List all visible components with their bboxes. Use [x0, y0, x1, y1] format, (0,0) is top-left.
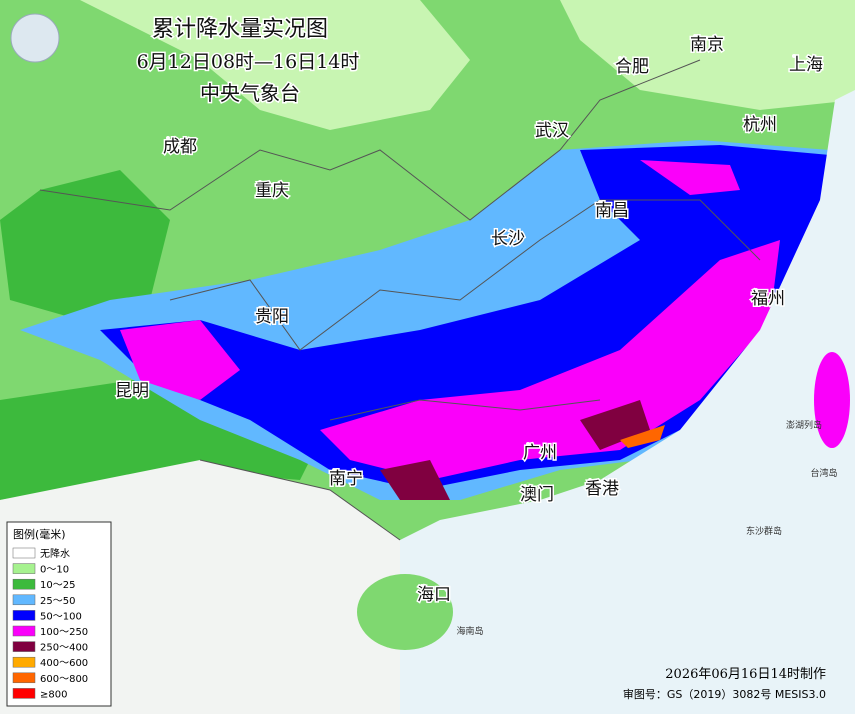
- subtitle: 6月12日08时—16日14时: [137, 51, 360, 73]
- city-dot: [258, 180, 262, 184]
- logo: [10, 13, 60, 63]
- city-label: 上海: [789, 55, 823, 75]
- place-label: 台湾岛: [810, 467, 837, 479]
- city-label: 武汉: [535, 121, 569, 141]
- city-label: 成都: [163, 137, 197, 157]
- legend-label: 50～100: [40, 611, 82, 622]
- rain-100-250: [640, 160, 740, 195]
- city-label: 杭州: [743, 115, 777, 135]
- legend-label: ≥800: [40, 689, 67, 700]
- city-label: 南宁: [329, 469, 363, 489]
- city-label: 澳门: [520, 485, 554, 505]
- legend-swatch: [12, 563, 36, 574]
- legend-label: 0～10: [40, 565, 69, 576]
- legend-label: 无降水: [40, 547, 70, 560]
- legend-label: 10～25: [40, 580, 75, 591]
- city-dot: [166, 136, 170, 140]
- city-dot: [746, 114, 750, 118]
- legend-swatch: [12, 656, 36, 668]
- legend-swatch: [12, 594, 36, 606]
- light-rain-area: [560, 0, 855, 110]
- city-dot: [618, 56, 622, 60]
- rain-100-250: [120, 320, 240, 400]
- city-dot: [118, 380, 122, 384]
- city-label: 长沙: [491, 229, 525, 249]
- rain-250-400: [580, 400, 650, 450]
- place-label: 海南岛: [456, 625, 483, 637]
- city-dot: [494, 228, 498, 232]
- city-dot: [693, 34, 697, 38]
- city-label: 重庆: [255, 181, 289, 201]
- legend-swatch: [12, 641, 36, 652]
- rain-600-800: [620, 425, 665, 448]
- taiwan: [814, 352, 850, 448]
- city-dot: [420, 584, 424, 588]
- approval-number: 审图号：GS（2019）3082号 MESIS3.0: [623, 687, 826, 701]
- legend-title: 图例(毫米): [13, 527, 66, 541]
- city-dot: [588, 478, 592, 482]
- rain-100-250: [320, 240, 780, 480]
- legend-label: 250～400: [40, 643, 88, 654]
- legend-swatch: [12, 547, 36, 559]
- place-label: 澎湖列岛: [786, 419, 822, 431]
- city-dot: [792, 54, 796, 58]
- city-label: 南昌: [595, 201, 629, 221]
- title: 累计降水量实况图: [152, 17, 328, 42]
- city-label: 香港: [585, 479, 619, 499]
- legend-swatch: [12, 625, 36, 637]
- city-label: 福州: [751, 289, 785, 309]
- legend-label: 600～800: [40, 674, 88, 685]
- city-label: 昆明: [115, 381, 149, 401]
- hainan: [357, 574, 453, 650]
- city-dot: [523, 484, 527, 488]
- legend: 无降水 0～10 10～25 25～50 50～100 100～250 250～400 400…: [12, 547, 88, 700]
- city-dot: [754, 288, 758, 292]
- city-label: 合肥: [615, 57, 649, 77]
- legend-swatch: [12, 578, 36, 590]
- moderate-rain-area: [0, 170, 170, 320]
- place-label: 东沙群岛: [746, 525, 782, 537]
- city-dot: [538, 120, 542, 124]
- city-label: 贵阳: [255, 307, 289, 327]
- sea: [400, 90, 855, 714]
- city-dot: [332, 468, 336, 472]
- city-label: 海口: [417, 585, 451, 605]
- city-dot: [598, 200, 602, 204]
- rain-250-400: [380, 460, 450, 500]
- legend-swatch: [12, 672, 36, 684]
- city-label: 广州: [523, 443, 557, 463]
- city-dot: [258, 306, 262, 310]
- legend-label: 100～250: [40, 627, 88, 638]
- made-time: 2026年06月16日14时制作: [665, 667, 826, 682]
- agency: 中央气象台: [200, 81, 300, 105]
- borders: [39, 59, 761, 541]
- legend-swatch: [12, 610, 36, 621]
- legend-swatch: [12, 688, 36, 699]
- city-label: 南京: [690, 35, 724, 55]
- legend-label: 25～50: [40, 596, 75, 607]
- city-dot: [526, 442, 530, 446]
- legend-label: 400～600: [40, 658, 88, 669]
- light-rain-area: [80, 0, 470, 130]
